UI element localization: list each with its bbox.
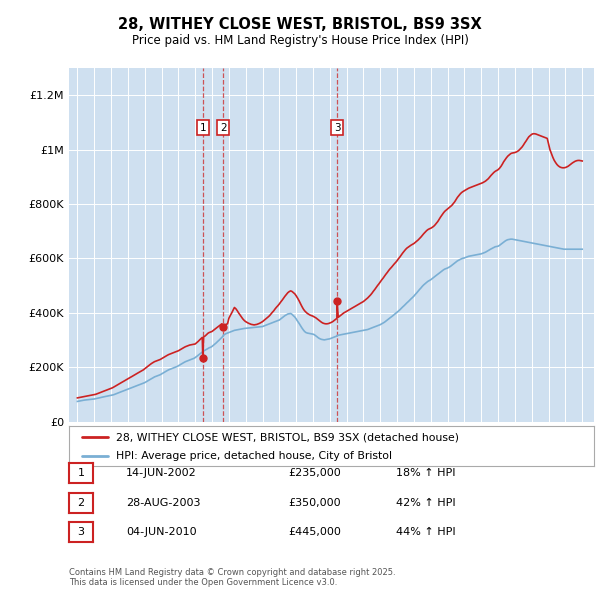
Text: 28-AUG-2003: 28-AUG-2003	[126, 498, 200, 507]
Text: 3: 3	[77, 527, 85, 537]
Text: 2: 2	[77, 498, 85, 507]
Text: 14-JUN-2002: 14-JUN-2002	[126, 468, 197, 478]
Text: 28, WITHEY CLOSE WEST, BRISTOL, BS9 3SX: 28, WITHEY CLOSE WEST, BRISTOL, BS9 3SX	[118, 17, 482, 31]
Text: 3: 3	[334, 123, 340, 133]
Text: £235,000: £235,000	[288, 468, 341, 478]
Text: 1: 1	[199, 123, 206, 133]
Text: 42% ↑ HPI: 42% ↑ HPI	[396, 498, 455, 507]
Text: HPI: Average price, detached house, City of Bristol: HPI: Average price, detached house, City…	[116, 451, 392, 461]
Text: 2: 2	[220, 123, 226, 133]
Text: 28, WITHEY CLOSE WEST, BRISTOL, BS9 3SX (detached house): 28, WITHEY CLOSE WEST, BRISTOL, BS9 3SX …	[116, 432, 459, 442]
Text: 1: 1	[77, 468, 85, 478]
Text: £445,000: £445,000	[288, 527, 341, 537]
Text: Price paid vs. HM Land Registry's House Price Index (HPI): Price paid vs. HM Land Registry's House …	[131, 34, 469, 47]
Text: 04-JUN-2010: 04-JUN-2010	[126, 527, 197, 537]
Text: Contains HM Land Registry data © Crown copyright and database right 2025.
This d: Contains HM Land Registry data © Crown c…	[69, 568, 395, 587]
Text: £350,000: £350,000	[288, 498, 341, 507]
Text: 18% ↑ HPI: 18% ↑ HPI	[396, 468, 455, 478]
Text: 44% ↑ HPI: 44% ↑ HPI	[396, 527, 455, 537]
